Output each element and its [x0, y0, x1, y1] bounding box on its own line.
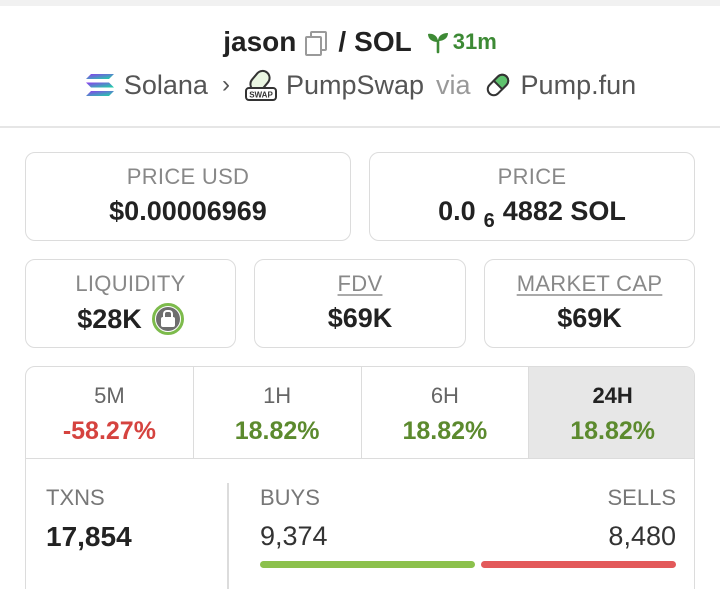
- market-cap-card: MARKET CAP $69K: [484, 259, 695, 348]
- txns-divider: [227, 483, 229, 589]
- txns-stat: TXNS 17,854: [46, 485, 132, 553]
- launchpad-link[interactable]: Pump.fun: [520, 69, 637, 100]
- timeframe-panel: 5M -58.27% 1H 18.82% 6H 18.82% 24H 18.82…: [25, 366, 695, 589]
- price-change: 18.82%: [570, 417, 656, 445]
- sprout-icon: [427, 33, 448, 54]
- pair-slash: /: [338, 26, 347, 57]
- tab-5m[interactable]: 5M -58.27%: [26, 367, 194, 458]
- price-native-zero-count: 6: [483, 210, 495, 232]
- price-usd-value: $0.00006969: [109, 196, 267, 226]
- chain-link[interactable]: Solana: [123, 69, 208, 100]
- top-strip: [0, 0, 720, 6]
- fdv-value: $69K: [327, 303, 393, 333]
- price-native-value: 0.0 6 4882 SOL: [370, 196, 694, 232]
- liquidity-value: $28K: [77, 303, 142, 334]
- pill-icon: [486, 73, 509, 97]
- fdv-card: FDV $69K: [254, 259, 466, 348]
- market-cap-label[interactable]: MARKET CAP: [516, 271, 663, 296]
- buys-bar: [260, 561, 475, 568]
- price-change: 18.82%: [402, 417, 488, 445]
- tab-24h[interactable]: 24H 18.82%: [529, 367, 694, 458]
- pair-title-row: jason / SOL 31m: [0, 26, 720, 58]
- lock-icon[interactable]: [151, 303, 184, 335]
- price-native-suffix: 4882 SOL: [502, 196, 626, 226]
- quote-symbol: SOL: [354, 26, 412, 57]
- timeframe-tabs: 5M -58.27% 1H 18.82% 6H 18.82% 24H 18.82…: [26, 367, 694, 459]
- tab-label: 1H: [263, 383, 292, 408]
- solana-icon: [85, 74, 114, 96]
- chevron-right-icon: ›: [221, 71, 230, 98]
- via-text: via: [436, 69, 471, 100]
- liquidity-card: LIQUIDITY $28K: [25, 259, 236, 348]
- pair-header: jason / SOL 31m Solana ›: [0, 6, 720, 126]
- dex-link[interactable]: PumpSwap: [285, 69, 425, 100]
- price-usd-label: PRICE USD: [126, 164, 250, 189]
- token-name: jason: [223, 26, 297, 57]
- price-native-card: PRICE 0.0 6 4882 SOL: [369, 152, 695, 241]
- tab-6h[interactable]: 6H 18.82%: [362, 367, 530, 458]
- price-usd-card: PRICE USD $0.00006969: [25, 152, 351, 241]
- price-change: 18.82%: [234, 417, 320, 445]
- pair-age: 31m: [452, 29, 497, 54]
- market-cap-value: $69K: [557, 303, 622, 333]
- buys-sells-stat: BUYS SELLS 9,374 8,480: [260, 485, 677, 568]
- liquidity-value-row: $28K: [26, 303, 235, 335]
- tab-label: 5M: [94, 383, 125, 408]
- sells-label: SELLS: [607, 485, 677, 510]
- tab-1h[interactable]: 1H 18.82%: [194, 367, 362, 458]
- price-native-label: PRICE: [497, 164, 567, 189]
- tab-label: 6H: [430, 383, 459, 408]
- header-divider: [0, 126, 720, 128]
- pumpswap-icon: SWAP: [244, 69, 277, 101]
- txns-value: 17,854: [46, 521, 132, 552]
- sells-bar: [481, 561, 676, 568]
- price-change: -58.27%: [62, 417, 156, 445]
- price-native-prefix: 0.0: [438, 196, 476, 226]
- liquidity-label: LIQUIDITY: [75, 271, 186, 296]
- buys-value: 9,374: [260, 521, 328, 551]
- breadcrumb: Solana › SWAP PumpSwap via Pump.fun: [0, 68, 720, 102]
- tab-label: 24H: [592, 383, 633, 408]
- pair-age-badge: 31m: [426, 29, 497, 55]
- fdv-label[interactable]: FDV: [337, 271, 383, 296]
- txns-label: TXNS: [46, 485, 105, 510]
- sells-value: 8,480: [608, 521, 676, 551]
- buys-label: BUYS: [260, 485, 320, 510]
- svg-text:SWAP: SWAP: [249, 91, 273, 100]
- copy-icon[interactable]: [304, 30, 328, 56]
